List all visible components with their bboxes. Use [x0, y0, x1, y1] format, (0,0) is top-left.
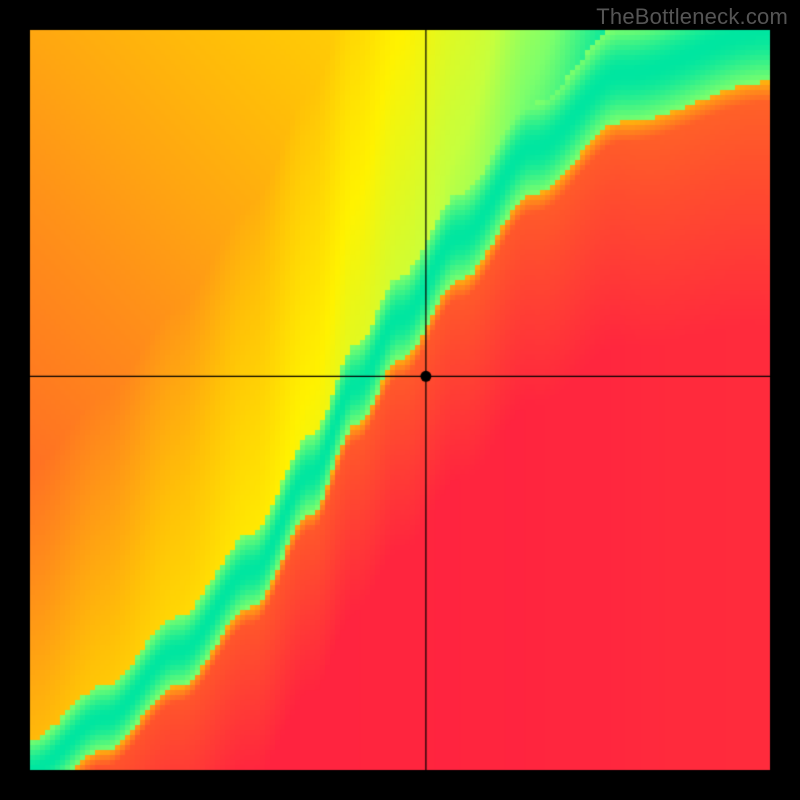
heatmap-canvas [0, 0, 800, 800]
chart-container: TheBottleneck.com [0, 0, 800, 800]
watermark-text: TheBottleneck.com [596, 4, 788, 30]
